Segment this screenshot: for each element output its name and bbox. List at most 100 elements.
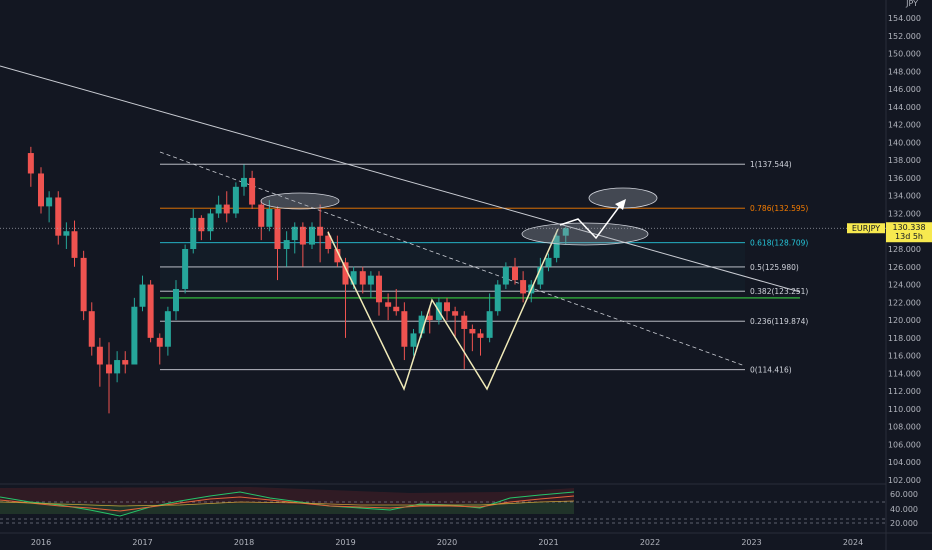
candle-body[interactable] — [172, 288, 179, 312]
candle-body[interactable] — [426, 315, 433, 321]
w-pattern-drawing[interactable] — [327, 228, 559, 392]
candle-body[interactable] — [139, 284, 146, 307]
candle-body[interactable] — [46, 197, 53, 207]
time-tick-label: 2021 — [538, 538, 558, 547]
fib-level-label: 0.786(132.595) — [750, 204, 808, 213]
candle-body[interactable] — [512, 266, 519, 281]
candle-body[interactable] — [461, 315, 468, 329]
candle-body[interactable] — [38, 173, 44, 207]
candle-body[interactable] — [249, 177, 256, 205]
time-axis[interactable]: 2016 2017 2018 2019 2020 2021 2022 2023 2024 — [31, 538, 863, 547]
candle-body[interactable] — [164, 311, 171, 347]
candle-body[interactable] — [342, 262, 349, 285]
candle-body[interactable] — [444, 302, 450, 312]
candle-body[interactable] — [71, 231, 78, 258]
price-tick-label: 114.000 — [888, 369, 921, 378]
price-tick-label: 122.000 — [888, 298, 921, 307]
candle-body[interactable] — [291, 226, 298, 241]
candle-body[interactable] — [27, 153, 34, 174]
fib-level-label: 0.382(123.251) — [750, 287, 808, 296]
candle-body[interactable] — [122, 360, 129, 365]
price-tick-label: 106.000 — [888, 440, 921, 449]
candle-body[interactable] — [190, 217, 197, 249]
time-tick-label: 2019 — [335, 538, 355, 547]
candle-body[interactable] — [299, 226, 306, 245]
price-tick-label: 108.000 — [888, 423, 921, 432]
time-tick-label: 2016 — [31, 538, 51, 547]
highlight-ellipse-right[interactable] — [521, 222, 649, 246]
candle-body[interactable] — [350, 271, 357, 285]
rsi-band-lower — [0, 500, 574, 514]
candle-body[interactable] — [469, 328, 476, 334]
candle-body[interactable] — [385, 302, 392, 307]
price-tick-label: 154.000 — [888, 14, 921, 23]
candle-body[interactable] — [156, 337, 163, 347]
candle-body[interactable] — [266, 209, 273, 227]
candle-body[interactable] — [520, 280, 527, 294]
price-axis[interactable]: 102.000 104.000 106.000 108.000 110.000 112.0… — [888, 14, 921, 485]
candle-body[interactable] — [232, 186, 239, 214]
candle-body[interactable] — [274, 209, 281, 249]
candle-body[interactable] — [258, 204, 265, 227]
candle-body[interactable] — [401, 311, 408, 347]
candle-body[interactable] — [131, 306, 138, 365]
candles[interactable] — [27, 146, 569, 414]
candle-body[interactable] — [486, 311, 493, 338]
candle-body[interactable] — [309, 226, 316, 245]
fib-level-label: 0(114.416) — [750, 366, 792, 375]
candle-body[interactable] — [325, 235, 332, 249]
time-tick-label: 2023 — [741, 538, 761, 547]
price-tick-label: 150.000 — [888, 50, 921, 59]
highlight-ellipse-left[interactable] — [260, 192, 340, 210]
rsi-tick-20: 20.000 — [890, 519, 918, 528]
fibonacci-retracement[interactable]: 1(137.544) 0.786(132.595) 0.618(128.709) 0.… — [160, 160, 808, 375]
candle-body[interactable] — [241, 177, 247, 187]
candle-body[interactable] — [410, 333, 417, 347]
fib-level-label: 1(137.544) — [750, 160, 792, 169]
rsi-tick-40: 40.000 — [890, 505, 918, 514]
rsi-indicator-pane: 60.000 40.000 20.000 — [0, 487, 918, 528]
candle-body[interactable] — [114, 360, 121, 374]
candle-body[interactable] — [223, 204, 230, 214]
candle-body[interactable] — [545, 257, 552, 267]
candle-body[interactable] — [393, 306, 400, 312]
candle-body[interactable] — [494, 284, 501, 312]
time-tick-label: 2017 — [132, 538, 152, 547]
candle-body[interactable] — [55, 197, 62, 236]
candle-body[interactable] — [182, 249, 189, 289]
candle-body[interactable] — [317, 226, 324, 236]
projection-arrow[interactable] — [559, 202, 623, 240]
price-tick-label: 110.000 — [888, 405, 921, 414]
candle-body[interactable] — [96, 346, 103, 365]
trendline-resistance[interactable] — [0, 65, 801, 293]
candle-body[interactable] — [452, 311, 459, 316]
candle-body[interactable] — [562, 228, 569, 236]
candle-body[interactable] — [502, 266, 509, 285]
candle-body[interactable] — [367, 275, 374, 285]
candle-body[interactable] — [375, 275, 382, 303]
candle-body[interactable] — [147, 284, 154, 338]
price-tick-label: 148.000 — [888, 67, 921, 76]
candle-body[interactable] — [207, 213, 214, 232]
candle-body[interactable] — [553, 235, 560, 258]
candle-body[interactable] — [88, 311, 95, 347]
price-tick-label: 144.000 — [888, 103, 921, 112]
fib-level-label: 0.618(128.709) — [750, 239, 808, 248]
time-tick-label: 2020 — [437, 538, 457, 547]
candle-body[interactable] — [63, 231, 70, 236]
candle-body[interactable] — [537, 266, 544, 285]
candle-body[interactable] — [283, 240, 290, 249]
candle-body[interactable] — [198, 217, 205, 232]
candle-body[interactable] — [477, 333, 484, 338]
candle-body[interactable] — [334, 249, 341, 263]
price-tick-label: 142.000 — [888, 121, 921, 130]
candle-body[interactable] — [80, 257, 87, 312]
candle-body[interactable] — [215, 204, 222, 214]
price-tick-label: 152.000 — [888, 32, 921, 41]
trendline-dashed[interactable] — [159, 151, 746, 367]
last-price-label: 130.338 — [892, 223, 925, 232]
candle-body[interactable] — [418, 315, 425, 334]
candle-body[interactable] — [359, 271, 366, 285]
candle-body[interactable] — [106, 364, 113, 374]
